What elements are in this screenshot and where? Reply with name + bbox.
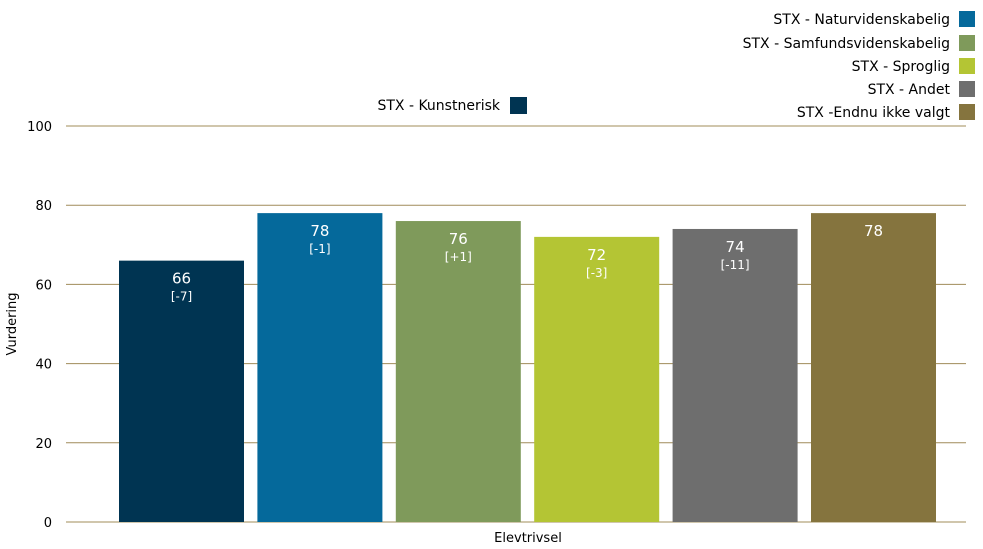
bar-value-label: 66 (172, 270, 191, 288)
bar-2 (257, 213, 383, 522)
bar-change-label: [+1] (445, 250, 472, 264)
bar-value-label: 78 (310, 222, 329, 240)
bar-change-label: [-11] (721, 258, 750, 272)
legend-label: STX - Naturvidenskabelig (773, 12, 950, 28)
y-tick-label: 60 (35, 278, 52, 293)
bar-change-label: [-1] (309, 242, 330, 256)
legend-label: STX - Samfundsvidenskabelig (743, 36, 950, 52)
bar-value-label: 72 (587, 246, 606, 264)
legend: STX - Kunstnerisk STX - Naturvidenskabeli… (377, 11, 975, 121)
bar-value-label: 78 (864, 222, 883, 240)
bar-6 (811, 213, 936, 522)
bar-5 (672, 228, 798, 522)
y-tick-label: 40 (35, 358, 52, 373)
legend-swatch (959, 35, 975, 51)
legend-swatch (510, 97, 527, 114)
legend-swatch (959, 104, 975, 120)
legend-swatch (959, 11, 975, 27)
bar-value-label: 76 (449, 230, 468, 248)
legend-label: STX -Endnu ikke valgt (797, 105, 951, 121)
legend-swatch (959, 81, 975, 97)
bar-change-label: [-3] (586, 266, 607, 280)
y-tick-label: 20 (35, 437, 52, 452)
y-axis-label: Vurdering (5, 292, 20, 355)
legend-label: STX - Andet (868, 82, 951, 98)
legend-label: STX - Kunstnerisk (377, 98, 500, 114)
legend-label: STX - Sproglig (852, 59, 950, 75)
bar-3 (395, 221, 521, 523)
y-tick-label: 80 (35, 199, 52, 214)
bar-1 (119, 260, 244, 522)
bar-4 (534, 236, 660, 522)
bar-change-label: [-7] (171, 290, 192, 304)
bars: 66 [-7] 78 [-1] 76 [+1] 72 [-3] 74 [-11] 78 (119, 213, 936, 523)
legend-swatch (959, 58, 975, 74)
y-tick-label: 100 (27, 120, 52, 135)
y-axis-ticks: 0 20 40 60 80 100 (27, 120, 52, 531)
y-tick-label: 0 (44, 516, 52, 531)
bar-value-label: 74 (726, 238, 745, 256)
x-axis-label: Elevtrivsel (494, 531, 562, 545)
